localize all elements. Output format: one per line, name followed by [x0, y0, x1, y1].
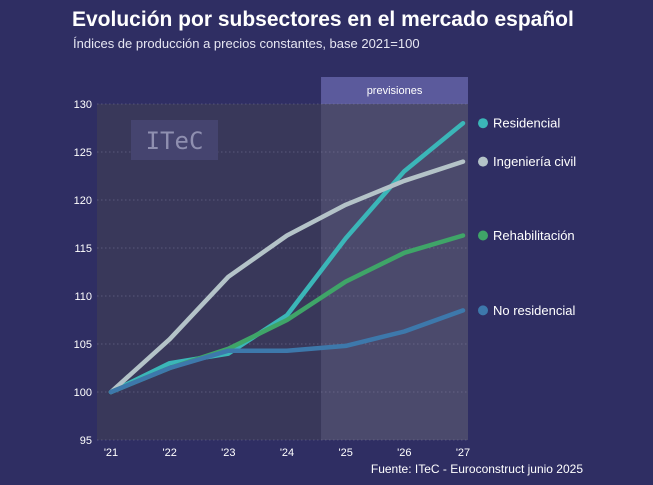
x-tick-label: '22 — [162, 447, 176, 459]
forecast-header — [321, 77, 468, 104]
y-tick-label: 95 — [80, 435, 92, 447]
series-line — [108, 159, 466, 395]
series-group — [108, 120, 466, 395]
legend-label: Ingeniería civil — [493, 154, 576, 169]
y-tick-label: 125 — [74, 147, 92, 159]
y-tick-label: 110 — [74, 291, 92, 303]
y-tick-label: 130 — [74, 99, 92, 111]
y-tick-label: 115 — [74, 243, 92, 255]
x-axis: '21 '22 '23 '24 '25 '26 '27 — [104, 447, 470, 459]
legend-label: Residencial — [493, 116, 560, 131]
chart-subtitle: Índices de producción a precios constant… — [73, 36, 420, 51]
forecast-label: previsiones — [367, 85, 423, 97]
legend-label: Rehabilitación — [493, 228, 575, 243]
series-line — [108, 120, 466, 395]
series-line — [108, 308, 466, 395]
gridlines — [97, 103, 468, 441]
chart-title: Evolución por subsectores en el mercado … — [72, 8, 574, 31]
y-tick-label: 105 — [74, 339, 92, 351]
x-tick-label: '24 — [280, 447, 294, 459]
legend-marker — [478, 230, 488, 241]
legend-marker — [478, 118, 488, 129]
x-tick-label: '26 — [397, 447, 411, 459]
y-axis: 95 100 105 110 115 120 125 130 — [74, 99, 92, 447]
x-tick-label: '27 — [456, 447, 470, 459]
legend-marker — [478, 156, 488, 167]
x-tick-label: '23 — [221, 447, 235, 459]
y-tick-label: 120 — [74, 195, 92, 207]
x-tick-label: '25 — [338, 447, 352, 459]
forecast-period-area — [321, 104, 468, 440]
source-note: Fuente: ITeC - Euroconstruct junio 2025 — [370, 462, 583, 476]
itec-logo-text: ITeC — [146, 127, 204, 155]
y-tick-label: 100 — [74, 387, 92, 399]
legend: Residencial Ingeniería civil Rehabilitació… — [478, 116, 576, 318]
legend-marker — [478, 305, 488, 316]
itec-logo: ITeC — [131, 120, 218, 160]
itec-logo-box — [131, 120, 218, 160]
x-tick-label: '21 — [104, 447, 118, 459]
legend-label: No residencial — [493, 303, 575, 318]
